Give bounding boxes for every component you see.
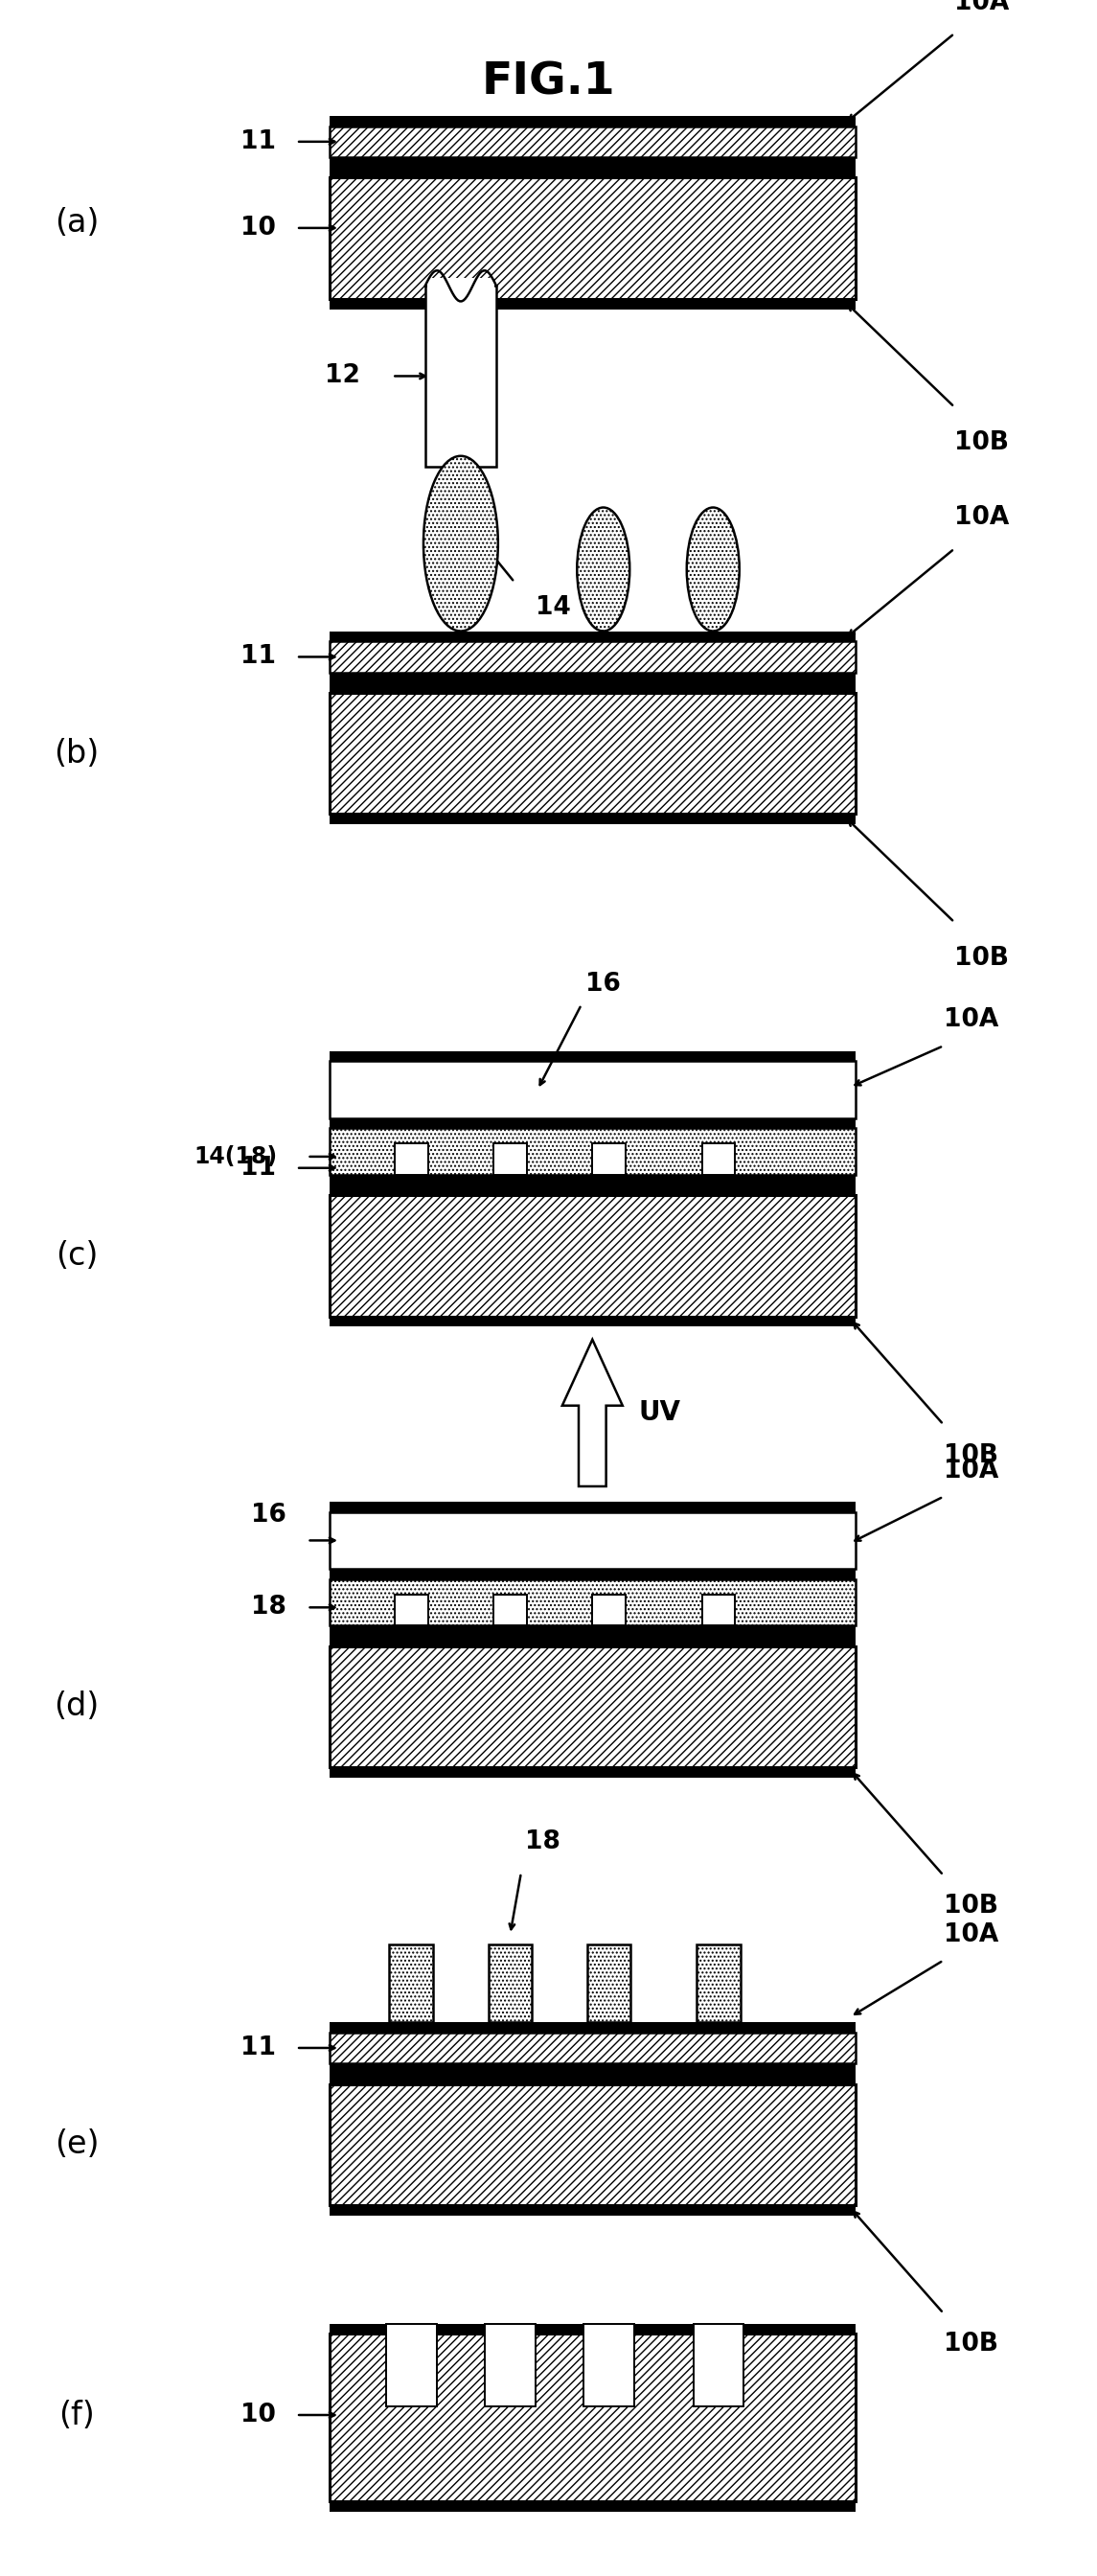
Bar	[389, 1945, 433, 2022]
Bar	[329, 1051, 856, 1061]
Text: 10B: 10B	[943, 1893, 998, 1919]
Bar	[329, 1767, 856, 1777]
Bar	[329, 1316, 856, 1327]
Text: (c): (c)	[56, 1239, 98, 1273]
Bar	[329, 1061, 856, 1118]
Circle shape	[687, 507, 739, 631]
Bar	[329, 631, 856, 641]
Text: 16: 16	[586, 971, 621, 997]
Bar	[329, 1579, 856, 1625]
Text: FIG.1: FIG.1	[482, 62, 615, 103]
Bar	[329, 814, 856, 824]
Bar	[329, 116, 856, 126]
Bar	[329, 2501, 856, 2512]
Bar	[386, 2324, 437, 2406]
Text: (d): (d)	[54, 1690, 100, 1723]
Text: 10A: 10A	[943, 1922, 998, 1947]
Bar	[395, 1595, 428, 1625]
Text: (e): (e)	[55, 2128, 99, 2161]
Bar	[329, 2074, 856, 2084]
Bar	[693, 2324, 744, 2406]
Bar	[702, 1144, 735, 1175]
Bar	[425, 286, 496, 466]
Text: 18: 18	[251, 1595, 286, 1620]
Text: 10B: 10B	[954, 945, 1009, 971]
Bar	[329, 1646, 856, 1767]
Bar	[584, 2324, 634, 2406]
Bar	[427, 278, 494, 294]
Bar	[329, 2334, 856, 2501]
Text: 14(18): 14(18)	[194, 1146, 278, 1167]
Bar	[488, 1945, 532, 2022]
Text: 11: 11	[240, 1157, 275, 1180]
Bar	[329, 299, 856, 309]
Bar	[494, 1144, 527, 1175]
Bar	[329, 2063, 856, 2074]
Bar	[329, 1118, 856, 1128]
Text: 10A: 10A	[943, 1007, 998, 1033]
Bar	[329, 2205, 856, 2215]
Text: 12: 12	[325, 363, 361, 389]
Bar	[584, 2324, 634, 2406]
Text: 10: 10	[240, 2403, 275, 2427]
Circle shape	[423, 456, 498, 631]
Bar	[329, 2084, 856, 2205]
Bar	[329, 641, 856, 672]
Bar	[329, 672, 856, 683]
Bar	[329, 1636, 856, 1646]
Bar	[329, 2324, 856, 2334]
Text: UV: UV	[638, 1399, 680, 1427]
Bar	[329, 1195, 856, 1316]
Bar	[693, 2324, 744, 2406]
Bar	[329, 683, 856, 693]
Text: (a): (a)	[55, 206, 99, 240]
Bar	[329, 1185, 856, 1195]
Text: (b): (b)	[54, 737, 100, 770]
Bar	[329, 693, 856, 814]
Text: 10B: 10B	[943, 2331, 998, 2357]
Text: 10A: 10A	[943, 1458, 998, 1484]
Text: (f): (f)	[59, 2398, 94, 2432]
Bar	[697, 1945, 740, 2022]
Text: 10A: 10A	[954, 505, 1009, 531]
Bar	[329, 167, 856, 178]
Bar	[329, 178, 856, 299]
Bar	[587, 1945, 631, 2022]
Bar	[592, 1595, 625, 1625]
Bar	[329, 1625, 856, 1636]
Text: 11: 11	[240, 644, 275, 670]
Text: 10B: 10B	[943, 1443, 998, 1468]
Bar	[329, 1512, 856, 1569]
Bar	[592, 1144, 625, 1175]
Bar	[702, 1595, 735, 1625]
Bar	[329, 1569, 856, 1579]
Bar	[485, 2324, 535, 2406]
Bar	[329, 157, 856, 167]
Bar	[329, 1502, 856, 1512]
Bar	[395, 1144, 428, 1175]
Bar	[386, 2324, 437, 2406]
Bar	[329, 1128, 856, 1175]
Bar	[329, 126, 856, 157]
Text: 10: 10	[240, 216, 275, 240]
Bar	[329, 2032, 856, 2063]
Text: 14: 14	[535, 595, 570, 621]
Text: 10A: 10A	[954, 0, 1009, 15]
Bar	[494, 1595, 527, 1625]
Text: 11: 11	[240, 129, 275, 155]
Polygon shape	[563, 1340, 623, 1486]
Text: 16: 16	[251, 1502, 286, 1528]
Bar	[329, 1175, 856, 1185]
Text: 11: 11	[240, 2035, 275, 2061]
Bar	[329, 2022, 856, 2032]
Text: 18: 18	[525, 1829, 561, 1855]
Circle shape	[577, 507, 630, 631]
Bar	[485, 2324, 535, 2406]
Text: 10B: 10B	[954, 430, 1009, 456]
